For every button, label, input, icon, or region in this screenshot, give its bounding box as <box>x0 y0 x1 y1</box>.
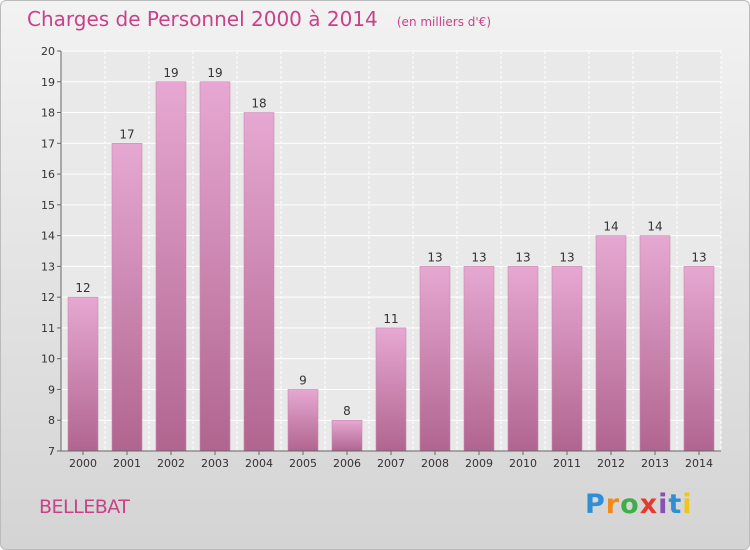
value-label: 18 <box>251 97 266 111</box>
logo-letter: i <box>658 489 669 520</box>
x-tick-label: 2011 <box>553 457 581 470</box>
x-tick-label: 2001 <box>113 457 141 470</box>
x-tick-label: 2003 <box>201 457 229 470</box>
y-tick-label: 9 <box>48 383 55 396</box>
x-tick-label: 2012 <box>597 457 625 470</box>
value-label: 13 <box>691 250 706 264</box>
bar <box>551 266 583 452</box>
bars <box>67 81 715 452</box>
x-tick-label: 2010 <box>509 457 537 470</box>
x-tick-label: 2014 <box>685 457 713 470</box>
bar <box>375 327 407 452</box>
bar <box>67 296 99 452</box>
value-label: 13 <box>559 250 574 264</box>
bar <box>199 81 231 452</box>
y-tick-label: 10 <box>41 353 55 366</box>
bar <box>507 266 539 452</box>
y-tick-label: 11 <box>41 322 55 335</box>
axes: 7 8 9 10 11 12 13 14 15 16 17 18 19 20 2000 2001 2002 200… <box>41 45 721 470</box>
value-label: 14 <box>647 220 662 234</box>
value-labels: 12 17 19 19 18 9 8 11 13 13 13 13 14 14 13 <box>75 66 706 418</box>
x-tick-label: 2004 <box>245 457 273 470</box>
y-tick-label: 14 <box>41 230 55 243</box>
x-tick-label: 2005 <box>289 457 317 470</box>
bar <box>639 235 671 452</box>
value-label: 13 <box>471 250 486 264</box>
x-tick-label: 2006 <box>333 457 361 470</box>
y-tick-label: 8 <box>48 414 55 427</box>
x-tick-label: 2008 <box>421 457 449 470</box>
x-tick-label: 2013 <box>641 457 669 470</box>
logo-letter: x <box>639 489 659 520</box>
bar <box>683 266 715 452</box>
y-tick-label: 17 <box>41 137 55 150</box>
y-tick-label: 15 <box>41 199 55 212</box>
logo-letter: t <box>668 489 683 520</box>
x-tick-label: 2000 <box>69 457 97 470</box>
x-tick-label: 2002 <box>157 457 185 470</box>
bar <box>111 143 143 452</box>
value-label: 11 <box>383 312 398 326</box>
x-tick-label: 2009 <box>465 457 493 470</box>
x-tick-label: 2007 <box>377 457 405 470</box>
value-label: 8 <box>343 404 351 418</box>
value-label: 17 <box>119 127 134 141</box>
chart-title: Charges de Personnel 2000 à 2014 <box>27 7 378 31</box>
value-label: 19 <box>207 66 222 80</box>
y-tick-label: 13 <box>41 260 55 273</box>
y-tick-label: 16 <box>41 168 55 181</box>
proxiti-logo[interactable]: Proxiti <box>585 489 693 520</box>
bar <box>331 419 363 452</box>
y-tick-label: 20 <box>41 45 55 58</box>
logo-letter: r <box>605 489 621 520</box>
commune-name: BELLEBAT <box>39 496 130 518</box>
bar <box>463 266 495 452</box>
value-label: 19 <box>163 66 178 80</box>
y-tick-label: 7 <box>48 445 55 458</box>
bar <box>419 266 451 452</box>
chart-subtitle: (en milliers d'€) <box>396 15 491 29</box>
bar <box>243 112 275 452</box>
chart-title-row: Charges de Personnel 2000 à 2014 (en mil… <box>27 7 491 31</box>
value-label: 12 <box>75 281 90 295</box>
y-tick-label: 19 <box>41 76 55 89</box>
value-label: 13 <box>427 250 442 264</box>
logo-letter: i <box>682 489 693 520</box>
logo-letter: P <box>585 489 606 520</box>
bar <box>595 235 627 452</box>
bar <box>287 389 319 452</box>
bar <box>155 81 187 452</box>
logo-letter: o <box>620 489 640 520</box>
value-label: 14 <box>603 220 618 234</box>
value-label: 13 <box>515 250 530 264</box>
y-tick-label: 12 <box>41 291 55 304</box>
y-tick-label: 18 <box>41 107 55 120</box>
value-label: 9 <box>299 373 307 387</box>
